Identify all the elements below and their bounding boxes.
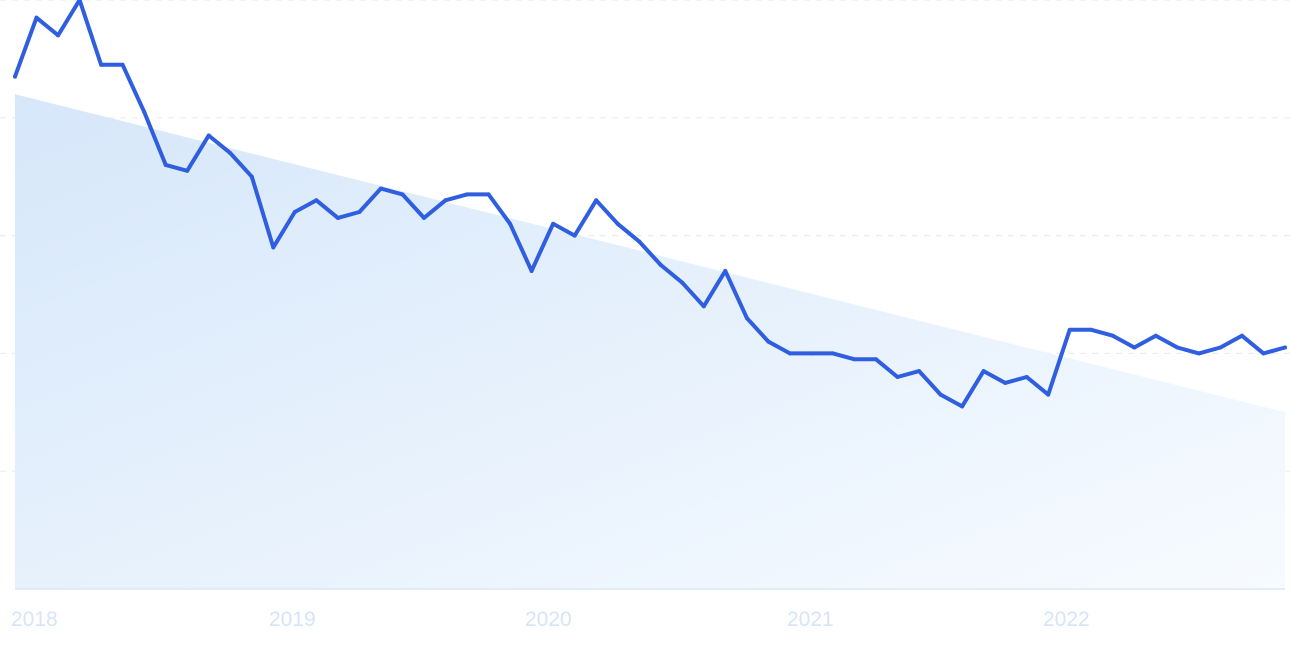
data-point xyxy=(594,198,599,203)
data-point xyxy=(809,351,814,356)
trend-area xyxy=(15,94,1285,590)
data-point xyxy=(400,192,405,197)
x-tick-label: 2022 xyxy=(1043,608,1090,631)
data-point xyxy=(917,369,922,374)
data-point xyxy=(1067,327,1072,332)
data-point xyxy=(34,15,39,20)
data-point xyxy=(1283,345,1287,350)
data-point xyxy=(701,304,706,309)
data-point xyxy=(615,221,620,226)
data-point xyxy=(981,369,986,374)
x-axis-ticks: 2018 2019 2020 2021 2022 xyxy=(11,608,1090,631)
data-point xyxy=(1110,333,1115,338)
data-point xyxy=(1196,351,1201,356)
data-point xyxy=(787,351,792,356)
data-point xyxy=(1261,351,1266,356)
data-point xyxy=(895,374,900,379)
data-point xyxy=(206,133,211,138)
data-point xyxy=(271,245,276,250)
data-point xyxy=(938,392,943,397)
data-point xyxy=(465,192,470,197)
data-point xyxy=(185,168,190,173)
data-point xyxy=(680,280,685,285)
data-point xyxy=(744,316,749,321)
data-point xyxy=(1003,380,1008,385)
data-point xyxy=(163,162,168,167)
x-tick-label: 2019 xyxy=(269,608,316,631)
data-point xyxy=(249,174,254,179)
data-points xyxy=(13,0,1287,409)
data-point xyxy=(13,74,17,79)
data-point xyxy=(120,62,125,67)
data-point xyxy=(443,198,448,203)
data-point xyxy=(874,357,879,362)
x-tick-label: 2021 xyxy=(787,608,834,631)
data-point xyxy=(421,215,426,220)
data-point xyxy=(335,215,340,220)
data-point xyxy=(637,239,642,244)
data-point xyxy=(766,339,771,344)
data-point xyxy=(658,263,663,268)
x-tick-label: 2020 xyxy=(525,608,572,631)
data-point xyxy=(508,221,513,226)
data-point xyxy=(292,210,297,215)
data-point xyxy=(830,351,835,356)
data-point xyxy=(852,357,857,362)
data-point xyxy=(314,198,319,203)
data-point xyxy=(960,404,965,409)
data-point xyxy=(1089,327,1094,332)
data-point xyxy=(1132,345,1137,350)
data-point xyxy=(357,210,362,215)
data-point xyxy=(378,186,383,191)
data-point xyxy=(142,109,147,114)
x-tick-label: 2018 xyxy=(11,608,58,631)
data-point xyxy=(551,221,556,226)
data-point xyxy=(572,233,577,238)
data-point xyxy=(1218,345,1223,350)
data-point xyxy=(228,151,233,156)
data-point xyxy=(723,268,728,273)
data-point xyxy=(1239,333,1244,338)
data-point xyxy=(1046,392,1051,397)
data-point xyxy=(56,33,61,38)
data-point xyxy=(1024,374,1029,379)
data-point xyxy=(529,268,534,273)
data-point xyxy=(99,62,104,67)
series-line xyxy=(13,0,1287,409)
data-point xyxy=(486,192,491,197)
data-point xyxy=(77,0,82,2)
data-point xyxy=(1175,345,1180,350)
data-point xyxy=(1153,333,1158,338)
